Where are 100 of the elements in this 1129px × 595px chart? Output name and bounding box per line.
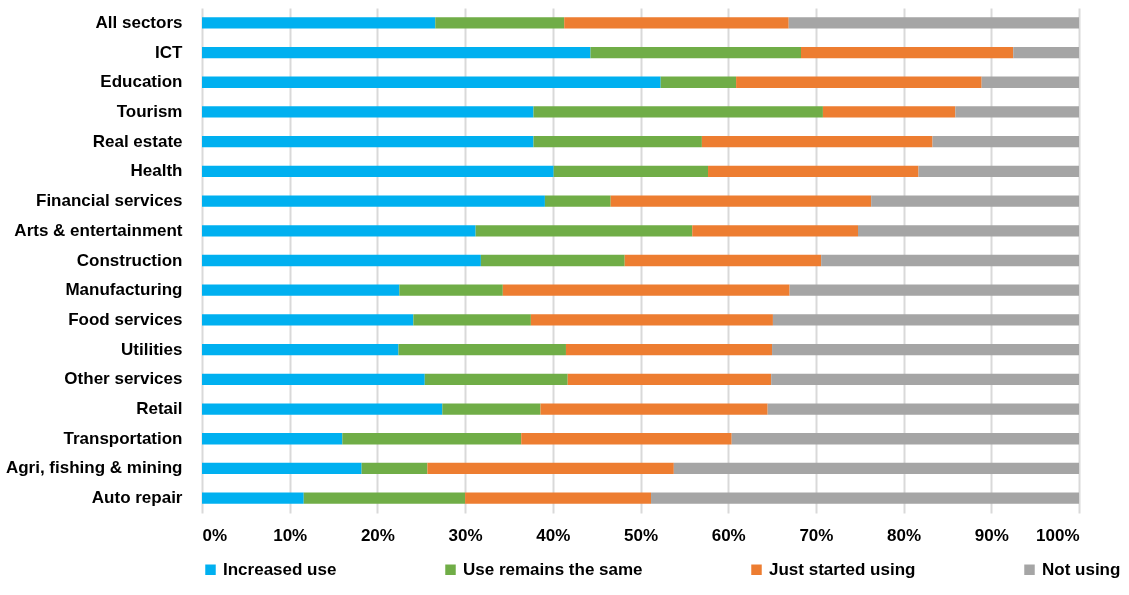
bar [660, 76, 737, 88]
bar [202, 165, 554, 178]
bar [871, 195, 1079, 207]
bar [202, 106, 534, 118]
bar [533, 136, 702, 148]
x-tick-label: 40% [536, 525, 571, 545]
bar [932, 136, 1079, 148]
x-tick-label: 20% [360, 525, 395, 545]
y-tick-label: Construction [76, 250, 183, 270]
bar [399, 284, 503, 296]
bar [771, 373, 1079, 385]
bar [822, 106, 956, 118]
bar [202, 433, 343, 445]
bar [530, 314, 773, 326]
bar [342, 433, 522, 445]
bar [540, 403, 768, 415]
bar [533, 106, 823, 118]
bar [565, 343, 773, 356]
bar [475, 225, 693, 237]
bar [202, 76, 661, 88]
bar [435, 17, 565, 29]
legend-label: Not using [1042, 559, 1121, 579]
bar [1013, 46, 1079, 59]
bar [202, 373, 425, 385]
bar [427, 462, 674, 475]
bar [202, 403, 443, 415]
y-tick-label: All sectors [95, 12, 183, 32]
bar [981, 76, 1079, 88]
bar [610, 195, 872, 207]
y-tick-label: Retail [136, 399, 183, 419]
bar [202, 492, 304, 504]
bar [567, 373, 772, 385]
bar [772, 343, 1079, 356]
bar [480, 254, 625, 267]
x-tick-label: 30% [448, 525, 483, 545]
bar [624, 254, 822, 267]
legend-label: Increased use [223, 559, 337, 579]
bar [731, 433, 1079, 445]
bar [553, 165, 709, 178]
x-tick-label: 50% [623, 525, 659, 545]
bar [789, 284, 1079, 296]
x-tick-label: 70% [799, 525, 834, 545]
bar [202, 195, 545, 207]
bar [708, 165, 919, 178]
bar [564, 17, 789, 29]
x-tick-label: 80% [887, 525, 922, 545]
bar [202, 462, 362, 475]
bar [521, 433, 732, 445]
y-tick-label: Auto repair [91, 488, 183, 508]
bar [398, 343, 566, 356]
bar [955, 106, 1079, 118]
legend-label: Use remains the same [463, 559, 643, 579]
y-tick-label: Utilities [121, 339, 183, 359]
y-tick-label: Food services [68, 309, 183, 329]
bar [651, 492, 1079, 504]
x-tick-label: 90% [974, 525, 1009, 545]
bar [788, 17, 1079, 29]
bar [202, 343, 399, 356]
bar [202, 17, 436, 29]
bar [821, 254, 1079, 267]
y-tick-label: Tourism [116, 101, 183, 121]
bar [701, 136, 933, 148]
bar [918, 165, 1079, 178]
bar [202, 284, 400, 296]
y-tick-label: Health [130, 161, 183, 181]
bar [413, 314, 531, 326]
bar [361, 462, 428, 475]
bar [202, 314, 414, 326]
bar [202, 225, 476, 237]
x-tick-label: 10% [273, 525, 308, 545]
bar [303, 492, 466, 504]
bar [673, 462, 1079, 475]
bar [858, 225, 1079, 237]
bar [424, 373, 568, 385]
y-tick-label: Real estate [92, 131, 183, 151]
bar [202, 254, 481, 267]
bar [544, 195, 611, 207]
bar [767, 403, 1079, 415]
y-tick-label: ICT [155, 42, 184, 62]
bar [502, 284, 790, 296]
y-tick-label: Arts & entertainment [14, 220, 183, 240]
y-tick-label: Other services [64, 369, 183, 389]
bar [465, 492, 652, 504]
y-tick-label: Financial services [36, 191, 183, 211]
x-tick-label: 60% [711, 525, 746, 545]
y-tick-label: Transportation [63, 428, 183, 448]
bar [800, 46, 1014, 59]
y-tick-label: Manufacturing [65, 280, 183, 300]
y-tick-label: Education [100, 72, 183, 92]
bar [590, 46, 801, 59]
bar [692, 225, 858, 237]
bar [442, 403, 541, 415]
bar [736, 76, 982, 88]
bar [772, 314, 1079, 326]
x-tick-label: 100% [1036, 525, 1080, 545]
y-tick-label: Agri, fishing & mining [5, 458, 183, 478]
legend-label: Just started using [769, 559, 916, 579]
bar [202, 136, 534, 148]
x-tick-label: 0% [202, 525, 228, 545]
bar [202, 46, 591, 59]
